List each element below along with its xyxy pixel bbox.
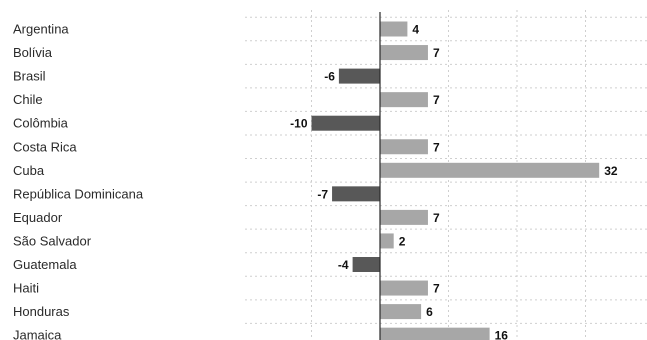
- category-label: Equador: [13, 210, 63, 225]
- bar-honduras: [380, 304, 422, 320]
- data-label: 7: [433, 46, 440, 60]
- bar-rep-blica-dominicana: [332, 186, 380, 202]
- bar-col-mbia: [311, 115, 380, 131]
- bar-layer: [311, 21, 600, 340]
- category-label: Costa Rica: [13, 139, 77, 154]
- label-layer: Argentina 4 Bolívia 7 Brasil -6 Chile 7 Colômbia…: [13, 22, 618, 340]
- category-label: Chile: [13, 92, 43, 107]
- bar-guatemala: [352, 257, 380, 272]
- data-label: 7: [433, 93, 440, 107]
- bar-brasil: [338, 68, 380, 84]
- bar-bol-via: [380, 45, 428, 61]
- category-label: Guatemala: [13, 257, 77, 272]
- category-label: Argentina: [13, 22, 69, 37]
- category-label: Haiti: [13, 281, 39, 296]
- bar-cuba: [380, 162, 600, 178]
- data-label: 2: [399, 234, 406, 248]
- data-label: -6: [324, 70, 335, 84]
- data-label: -10: [290, 117, 308, 131]
- data-label: 32: [604, 164, 618, 178]
- bar-chile: [380, 92, 428, 108]
- data-label: 4: [412, 23, 419, 37]
- category-label: Bolívia: [13, 45, 53, 60]
- category-label: São Salvador: [13, 233, 92, 248]
- data-label: -7: [317, 187, 328, 201]
- grid-layer: [245, 10, 647, 340]
- data-label: 7: [433, 211, 440, 225]
- data-label: -4: [338, 258, 349, 272]
- bar-argentina: [380, 21, 408, 37]
- data-label: 6: [426, 305, 433, 319]
- category-label: Cuba: [13, 163, 45, 178]
- category-label: Brasil: [13, 69, 46, 84]
- category-label: Colômbia: [13, 116, 69, 131]
- category-label: República Dominicana: [13, 186, 144, 201]
- bar-haiti: [380, 280, 428, 296]
- data-label: 16: [495, 329, 509, 340]
- bar-costa-rica: [380, 139, 428, 155]
- data-label: 7: [433, 282, 440, 296]
- bar-equador: [380, 209, 428, 225]
- category-label: Honduras: [13, 304, 70, 319]
- category-label: Jamaica: [13, 328, 62, 340]
- data-label: 7: [433, 140, 440, 154]
- bar-jamaica: [380, 327, 490, 340]
- bar-s-o-salvador: [380, 233, 394, 249]
